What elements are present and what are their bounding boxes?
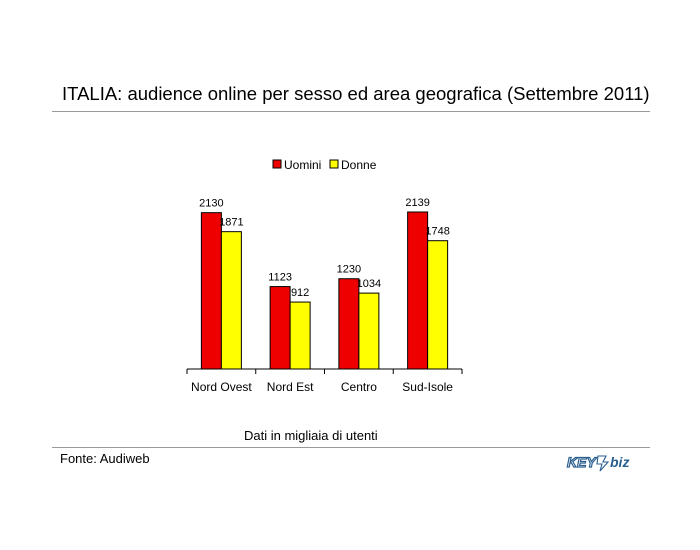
bottom-divider bbox=[52, 447, 650, 448]
legend-label-donne: Donne bbox=[341, 158, 377, 172]
x-tick-label: Nord Est bbox=[267, 380, 314, 394]
legend-swatch-donne bbox=[329, 159, 339, 169]
top-divider bbox=[52, 111, 650, 112]
data-label-uomini-2: 1230 bbox=[337, 264, 361, 276]
data-label-donne-0: 1871 bbox=[219, 217, 243, 229]
bar-donne-2 bbox=[358, 292, 380, 370]
key4biz-logo: KEY biz bbox=[566, 453, 629, 472]
legend-label-uomini: Uomini bbox=[284, 158, 321, 172]
data-label-uomini-3: 2139 bbox=[405, 197, 429, 209]
legend-swatch-uomini bbox=[272, 159, 282, 169]
data-label-uomini-0: 2130 bbox=[199, 198, 223, 210]
bars-group: 2130 1871 1123 912 1230 1034 2139 1748 bbox=[199, 197, 450, 370]
legend: Uomini Donne bbox=[272, 158, 377, 172]
x-tick-label: Centro bbox=[341, 380, 377, 394]
data-label-uomini-1: 1123 bbox=[268, 272, 292, 284]
bar-uomini-1 bbox=[269, 286, 291, 370]
bar-donne-0 bbox=[220, 231, 242, 370]
logo-text-biz: biz bbox=[610, 454, 629, 470]
source-note: Fonte: Audiweb bbox=[60, 451, 150, 466]
data-label-donne-3: 1748 bbox=[425, 226, 449, 238]
x-tick-label: Sud-Isole bbox=[402, 380, 453, 394]
bar-donne-3 bbox=[427, 240, 449, 370]
bar-uomini-0 bbox=[200, 212, 222, 370]
logo-emblem-icon bbox=[596, 455, 610, 472]
data-label-donne-1: 912 bbox=[291, 287, 309, 299]
units-caption: Dati in migliaia di utenti bbox=[244, 428, 378, 443]
data-label-donne-2: 1034 bbox=[357, 278, 381, 290]
x-axis: Nord Ovest Nord Est Centro Sud-Isole bbox=[186, 368, 463, 394]
bar-donne-1 bbox=[289, 301, 311, 370]
x-tick-label: Nord Ovest bbox=[191, 380, 252, 394]
logo-text-key: KEY bbox=[567, 454, 597, 470]
chart-title: ITALIA: audience online per sesso ed are… bbox=[62, 83, 650, 104]
bar-uomini-2 bbox=[338, 278, 360, 370]
